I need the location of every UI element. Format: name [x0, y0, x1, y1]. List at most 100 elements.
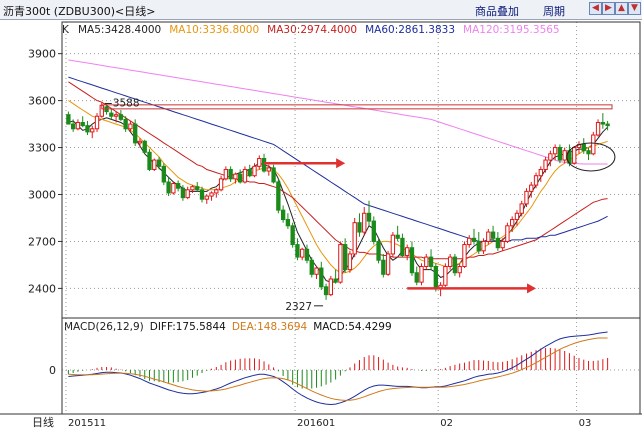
candle-body — [261, 158, 267, 172]
candle-body — [424, 256, 429, 267]
candle-body — [405, 247, 410, 257]
candle-body — [500, 240, 505, 249]
candle-body — [572, 147, 577, 164]
x-axis: 日线 201511 201601 02 03 — [32, 415, 591, 429]
y-tick-label: 3300 — [28, 142, 56, 155]
candle-body — [376, 240, 381, 261]
candle-body — [447, 256, 453, 267]
candle-body — [347, 253, 353, 271]
candle-body — [171, 183, 176, 194]
candle-body — [90, 128, 95, 133]
candle-body — [128, 123, 133, 130]
candle-body — [113, 114, 119, 117]
macd-panel: 0 — [49, 331, 640, 406]
window-title: 沥青300t (ZDBU300)<日线> — [3, 5, 156, 18]
y-tick-label: 2400 — [28, 282, 56, 295]
macd-legend-item: DIFF:175.5844 — [150, 321, 226, 333]
candle-body — [357, 222, 362, 233]
overlay-commodity-button[interactable]: 商品叠加 — [475, 5, 519, 18]
candle-body — [433, 265, 438, 289]
arrow-annotation-head — [527, 283, 537, 294]
frame — [0, 21, 642, 415]
ma-line-ma10 — [68, 100, 608, 274]
candle-body — [285, 219, 291, 227]
candle-body — [123, 118, 128, 130]
candle-body — [514, 212, 520, 221]
candle-body — [552, 147, 558, 155]
candle-body — [252, 165, 257, 177]
candle-body — [266, 167, 271, 172]
ma-line-ma60 — [68, 76, 608, 242]
candle-body — [161, 165, 166, 183]
candle-body — [209, 192, 214, 197]
candle-body — [495, 237, 501, 249]
candle-body — [529, 184, 534, 192]
candle-body — [147, 151, 152, 170]
candle-body — [467, 237, 472, 246]
arrow-annotation-head — [336, 158, 346, 169]
candle-body — [195, 186, 200, 191]
candle-body — [247, 168, 252, 177]
candle-body — [457, 265, 462, 274]
candle-body — [309, 259, 314, 275]
candle-body — [490, 231, 496, 239]
arrow-up-icon[interactable]: ▲ — [615, 2, 628, 15]
x-tick-label: 02 — [440, 418, 453, 429]
candle-body — [352, 222, 357, 255]
candle-body — [481, 240, 486, 252]
high-label: 3588 — [113, 97, 140, 109]
candle-body — [118, 114, 124, 120]
candle-body — [85, 125, 90, 133]
candle-body — [586, 150, 591, 155]
legend-item: MA60:2861.3833 — [365, 24, 455, 36]
legend-item: MA10:3336.8000 — [169, 24, 259, 36]
candle-body — [600, 122, 606, 125]
candle-body — [476, 240, 481, 252]
candle-body — [486, 231, 491, 242]
candles — [66, 102, 610, 300]
candle-body — [390, 234, 396, 255]
low-label: 2327 — [285, 301, 312, 313]
candle-body — [238, 173, 243, 183]
macd-legend-item: MACD:54.4299 — [313, 321, 391, 333]
candle-body — [533, 175, 539, 186]
candle-body — [185, 189, 190, 199]
candle-body — [443, 265, 448, 286]
macd-legend: MACD(26,12,9) DIFF:175.5844 DEA:148.3694 MA… — [64, 321, 392, 333]
arrow-left-icon[interactable]: ◀ — [589, 2, 602, 15]
candle-body — [591, 134, 596, 155]
candle-body — [414, 272, 419, 283]
candle-body — [510, 219, 515, 227]
candle-body — [395, 234, 400, 239]
candle-body — [175, 183, 181, 189]
macd-zero-label: 0 — [49, 364, 56, 377]
candle-body — [233, 173, 238, 180]
candle-body — [180, 187, 186, 199]
candle-body — [142, 140, 147, 153]
candle-body — [218, 178, 224, 191]
candle-body — [190, 186, 195, 191]
candle-body — [166, 181, 171, 194]
arrow-right-icon[interactable]: ▶ — [602, 2, 615, 15]
candle-body — [271, 167, 276, 183]
arrow-down-icon[interactable]: ▼ — [628, 2, 641, 15]
macd-dea-line — [68, 337, 608, 401]
candle-body — [538, 168, 543, 177]
candle-body — [557, 147, 563, 161]
candle-body — [156, 159, 162, 167]
candle-body — [323, 286, 329, 296]
candle-body — [333, 278, 338, 283]
main-frame — [61, 21, 641, 319]
candle-body — [519, 203, 524, 214]
candle-body — [137, 140, 143, 144]
y-tick-label: 2700 — [28, 235, 56, 248]
highlight-ellipse — [566, 142, 616, 172]
candle-body — [385, 253, 391, 275]
candle-body — [605, 123, 610, 127]
candle-body — [419, 265, 424, 283]
candle-body — [276, 181, 281, 211]
period-button[interactable]: 周期 — [543, 5, 565, 18]
candle-body — [109, 112, 114, 117]
